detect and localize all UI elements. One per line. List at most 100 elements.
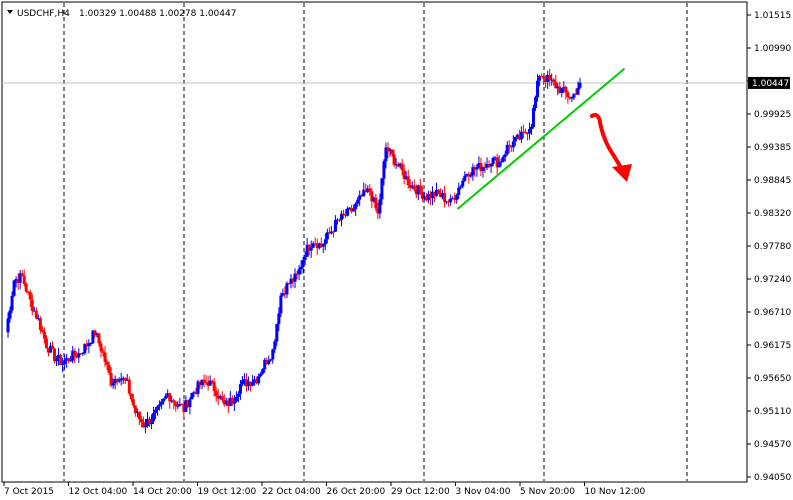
candle-body: [457, 187, 461, 196]
candle-body: [346, 208, 350, 216]
candle-body: [61, 363, 65, 365]
candle-body: [99, 343, 103, 352]
candle-body: [216, 396, 220, 399]
candle-body: [475, 167, 479, 170]
candle-body: [562, 86, 566, 89]
candle-body: [471, 167, 475, 176]
candle-body: [495, 157, 499, 168]
candle-body: [404, 176, 408, 179]
chevron-down-icon[interactable]: [7, 10, 13, 14]
candle-body: [115, 378, 119, 382]
candle-body: [101, 351, 105, 353]
candle-body: [428, 194, 432, 199]
time-tick-label: 22 Oct 04:00: [262, 487, 321, 497]
candle-body: [218, 396, 222, 399]
candle-body: [38, 318, 42, 330]
candle-body: [226, 400, 230, 407]
candle-body: [178, 404, 182, 406]
candle-body: [91, 330, 95, 344]
candle-body: [135, 411, 139, 413]
candle-body: [242, 379, 246, 381]
candle-body: [162, 398, 166, 402]
candle-body: [230, 397, 234, 404]
candle-body: [501, 156, 505, 162]
candle-body: [493, 157, 497, 159]
candle-body: [148, 418, 151, 425]
candle-body: [97, 333, 101, 344]
candle-body: [145, 418, 149, 427]
candle-body: [489, 163, 493, 167]
candle-body: [30, 299, 34, 311]
candle-body: [483, 166, 487, 168]
candle-body: [224, 400, 228, 405]
candle-body: [558, 86, 562, 94]
candle-body: [342, 213, 346, 215]
candle-body: [36, 318, 40, 320]
candle-body: [479, 163, 483, 172]
candle-body: [447, 201, 451, 203]
candle-body: [574, 93, 578, 95]
candle-body: [376, 208, 380, 214]
candle-body: [255, 379, 259, 384]
candle-body: [236, 393, 240, 397]
candle-body: [301, 259, 305, 268]
candle-body: [540, 76, 544, 78]
candle-body: [65, 358, 69, 361]
candle-body: [467, 173, 471, 177]
candle-body: [48, 345, 52, 353]
candle-body: [418, 185, 422, 192]
candle-body: [46, 348, 50, 353]
candle-body: [566, 92, 570, 97]
arrow-shaft: [590, 112, 622, 168]
candle-body: [206, 382, 210, 386]
candle-body: [485, 164, 489, 168]
time-tick-label: 19 Oct 12:00: [198, 487, 257, 497]
candle-body: [208, 380, 212, 386]
candle-body: [247, 381, 251, 387]
candle-body: [200, 379, 204, 386]
candle-body: [269, 359, 273, 361]
candle-body: [521, 131, 525, 133]
candle-body: [273, 341, 277, 350]
trendline[interactable]: [456, 67, 626, 210]
candle-body: [251, 382, 255, 386]
candle-body: [503, 154, 507, 157]
candle-body: [93, 330, 97, 336]
candle-body: [133, 405, 137, 413]
arrow-head: [612, 164, 632, 182]
candle-body: [16, 279, 20, 284]
candle-body: [384, 147, 388, 162]
candle-body: [426, 194, 430, 201]
candle-body: [445, 201, 449, 203]
candle-body: [398, 163, 402, 167]
price-tick-label: 0.97780: [754, 242, 791, 252]
candle-body: [53, 348, 57, 362]
candle-body: [505, 144, 509, 155]
candle-body: [214, 391, 218, 397]
candle-body: [552, 79, 556, 82]
candle-body: [473, 167, 477, 170]
candle-body: [283, 293, 287, 295]
candle-body: [154, 409, 158, 414]
down-arrow-annotation[interactable]: [590, 112, 632, 182]
candle-body: [542, 76, 546, 79]
candle-body: [279, 295, 283, 314]
candle-body: [117, 380, 121, 382]
candle-body: [570, 97, 574, 99]
candle-body: [232, 401, 236, 404]
candle-body: [113, 378, 117, 384]
candle-body: [170, 400, 174, 402]
candle-body: [139, 419, 143, 423]
candle-body: [507, 144, 511, 146]
candle-body: [307, 244, 311, 251]
candle-body: [410, 185, 414, 188]
time-tick-label: 10 Nov 12:00: [585, 487, 646, 497]
candle-body: [220, 396, 224, 401]
candle-body: [22, 275, 26, 284]
candle-body: [40, 329, 44, 332]
current-price-label: 1.00447: [752, 79, 789, 89]
candle-body: [271, 349, 275, 360]
candle-body: [372, 197, 376, 202]
